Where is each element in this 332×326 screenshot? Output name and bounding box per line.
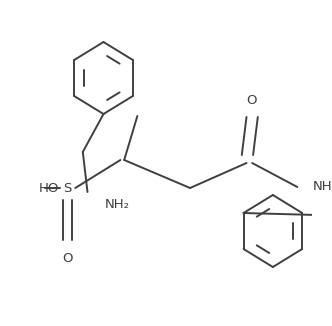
Text: NH: NH — [312, 181, 332, 194]
Text: S: S — [63, 182, 72, 195]
Text: O: O — [62, 252, 73, 265]
Text: O: O — [246, 94, 256, 107]
Text: NH₂: NH₂ — [105, 198, 129, 211]
Text: HO: HO — [39, 182, 59, 195]
